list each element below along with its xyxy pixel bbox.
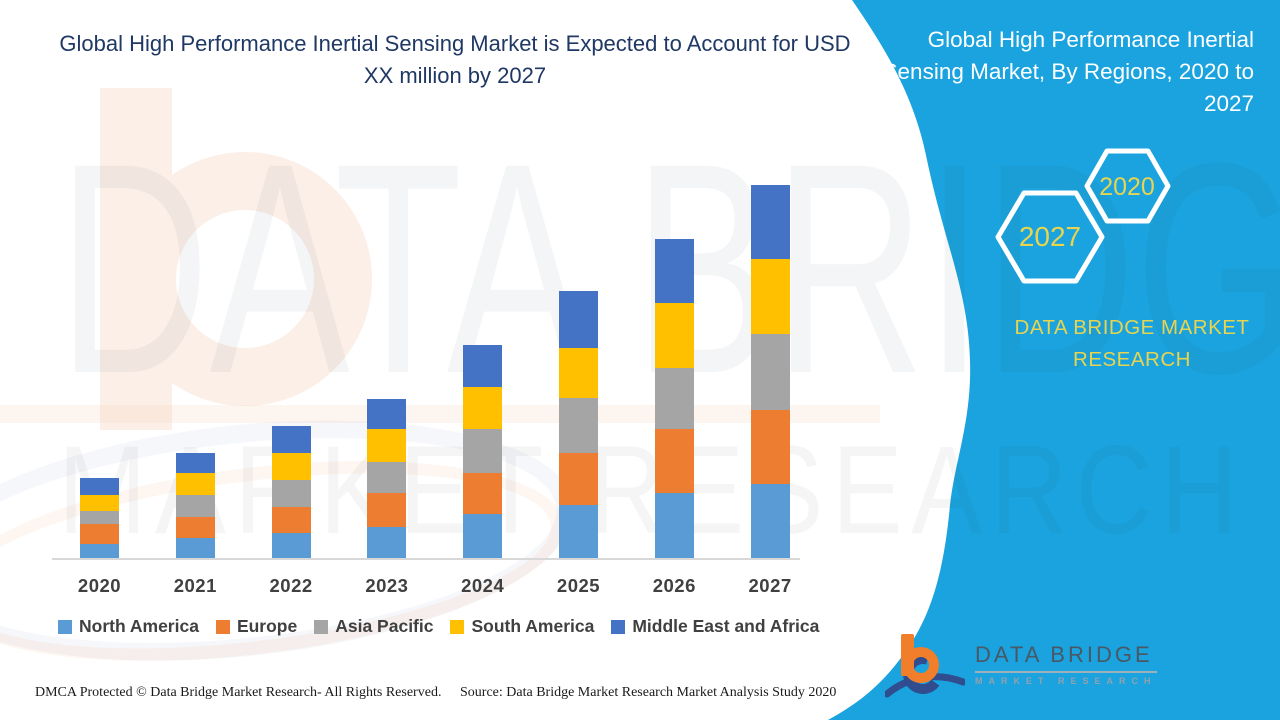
bar-segment-south-america (175, 473, 215, 495)
legend-item-europe: Europe (215, 616, 298, 637)
bar-segment-north-america (463, 514, 503, 558)
bar-segment-asia-pacific (463, 429, 503, 473)
legend-swatch (611, 619, 626, 634)
legend-label: Asia Pacific (335, 616, 434, 636)
legend-item-south-america: South America (450, 616, 594, 637)
x-axis-label-2020: 2020 (77, 575, 122, 596)
bar-chart: 2020 2021 2022 2023 2024 2025 2026 2027 (52, 180, 800, 596)
bar-segment-middle-east-and-africa (271, 426, 311, 453)
bar-segment-middle-east-and-africa (559, 291, 598, 348)
legend-label: Middle East and Africa (632, 616, 820, 636)
bar-segment-middle-east-and-africa (654, 239, 694, 303)
x-axis-label-2027: 2027 (748, 575, 792, 596)
logo-subtitle: MARKET RESEARCH (975, 676, 1157, 686)
legend-label: South America (471, 616, 595, 636)
x-axis-label-2024: 2024 (461, 575, 505, 596)
bar-segment-north-america (654, 493, 694, 558)
stacked-bar-2024 (463, 345, 503, 558)
legend-label: Europe (236, 616, 298, 636)
panel-brand-text: DATA BRIDGE MARKET RESEARCH (1014, 316, 1250, 371)
bar-segment-north-america (80, 544, 119, 558)
x-axis-label-2025: 2025 (556, 575, 601, 596)
source-note: Source: Data Bridge Market Research Mark… (460, 685, 837, 700)
year-hexagons: 2027 2020 (995, 148, 1171, 284)
bar-segment-middle-east-and-africa (80, 478, 119, 495)
stacked-bar-2027 (750, 185, 790, 558)
legend-swatch (314, 619, 329, 634)
bar-segment-asia-pacific (271, 480, 311, 507)
bar-segment-north-america (271, 533, 311, 558)
x-axis-label-2021: 2021 (173, 575, 217, 596)
bar-segment-north-america (559, 505, 598, 558)
bar-segment-middle-east-and-africa (367, 399, 407, 429)
bar-segment-north-america (750, 484, 790, 558)
bar-segment-south-america (559, 348, 598, 398)
legend-swatch (58, 619, 72, 634)
stacked-bar-2022 (271, 426, 311, 558)
bar-segment-europe (463, 473, 503, 514)
dbmr-logo: DATA BRIDGE MARKET RESEARCH (885, 632, 1157, 700)
bar-segment-asia-pacific (367, 462, 407, 493)
bar-segment-europe (750, 410, 790, 484)
stacked-bar-2026 (654, 239, 694, 558)
bar-segment-europe (271, 507, 311, 533)
bar-segment-south-america (271, 453, 311, 480)
x-axis-label-2023: 2023 (365, 575, 409, 596)
dbmr-logo-icon (885, 634, 965, 698)
hexagon-2020 (1084, 148, 1171, 224)
stacked-bar-2023 (367, 399, 407, 558)
legend-item-middle-east-and-africa: Middle East and Africa (611, 616, 819, 637)
bar-segment-middle-east-and-africa (463, 345, 503, 387)
watermark-text-line2: MARKET RESEARCH (58, 421, 1247, 560)
side-panel-title: Global High Performance Inertial Sensing… (882, 27, 1254, 117)
bar-segment-asia-pacific (750, 334, 790, 410)
stacked-bar-2025 (559, 291, 598, 558)
legend-label: North America (79, 616, 199, 636)
bar-segment-south-america (750, 259, 790, 334)
bar-segment-asia-pacific (80, 511, 119, 524)
legend-item-asia-pacific: Asia Pacific (314, 616, 433, 637)
bar-segment-europe (367, 493, 407, 527)
stacked-bar-2021 (175, 453, 215, 558)
bar-segment-middle-east-and-africa (175, 453, 215, 473)
chart-title: Global High Performance Inertial Sensing… (59, 31, 851, 88)
bar-segment-north-america (175, 538, 215, 558)
logo-name: DATA BRIDGE (975, 642, 1157, 673)
x-axis-label-2022: 2022 (269, 575, 313, 596)
bar-segment-north-america (367, 527, 407, 558)
bar-segment-asia-pacific (559, 398, 598, 453)
bar-segment-south-america (367, 429, 407, 462)
bar-segment-europe (175, 517, 215, 538)
dmca-notice: DMCA Protected © Data Bridge Market Rese… (35, 685, 442, 700)
chart-legend: North America Europe Asia Pacific South Ame… (58, 616, 819, 637)
bar-segment-europe (80, 524, 119, 544)
bar-segment-europe (559, 453, 598, 505)
bar-segment-middle-east-and-africa (750, 185, 790, 259)
bar-segment-south-america (463, 387, 503, 429)
hexagon-2020-label: 2020 (1099, 173, 1155, 201)
legend-item-north-america: North America (58, 616, 199, 637)
legend-swatch (215, 619, 230, 634)
stacked-bar-2020 (80, 478, 119, 558)
legend-swatch (450, 619, 465, 634)
hexagon-2027 (995, 190, 1105, 284)
bar-segment-asia-pacific (175, 495, 215, 517)
bar-segment-europe (654, 429, 694, 493)
bar-segment-south-america (654, 303, 694, 368)
bar-segment-south-america (80, 495, 119, 511)
x-axis-label-2026: 2026 (652, 575, 696, 596)
hexagon-2027-label: 2027 (1019, 221, 1081, 252)
bar-segment-asia-pacific (654, 368, 694, 429)
